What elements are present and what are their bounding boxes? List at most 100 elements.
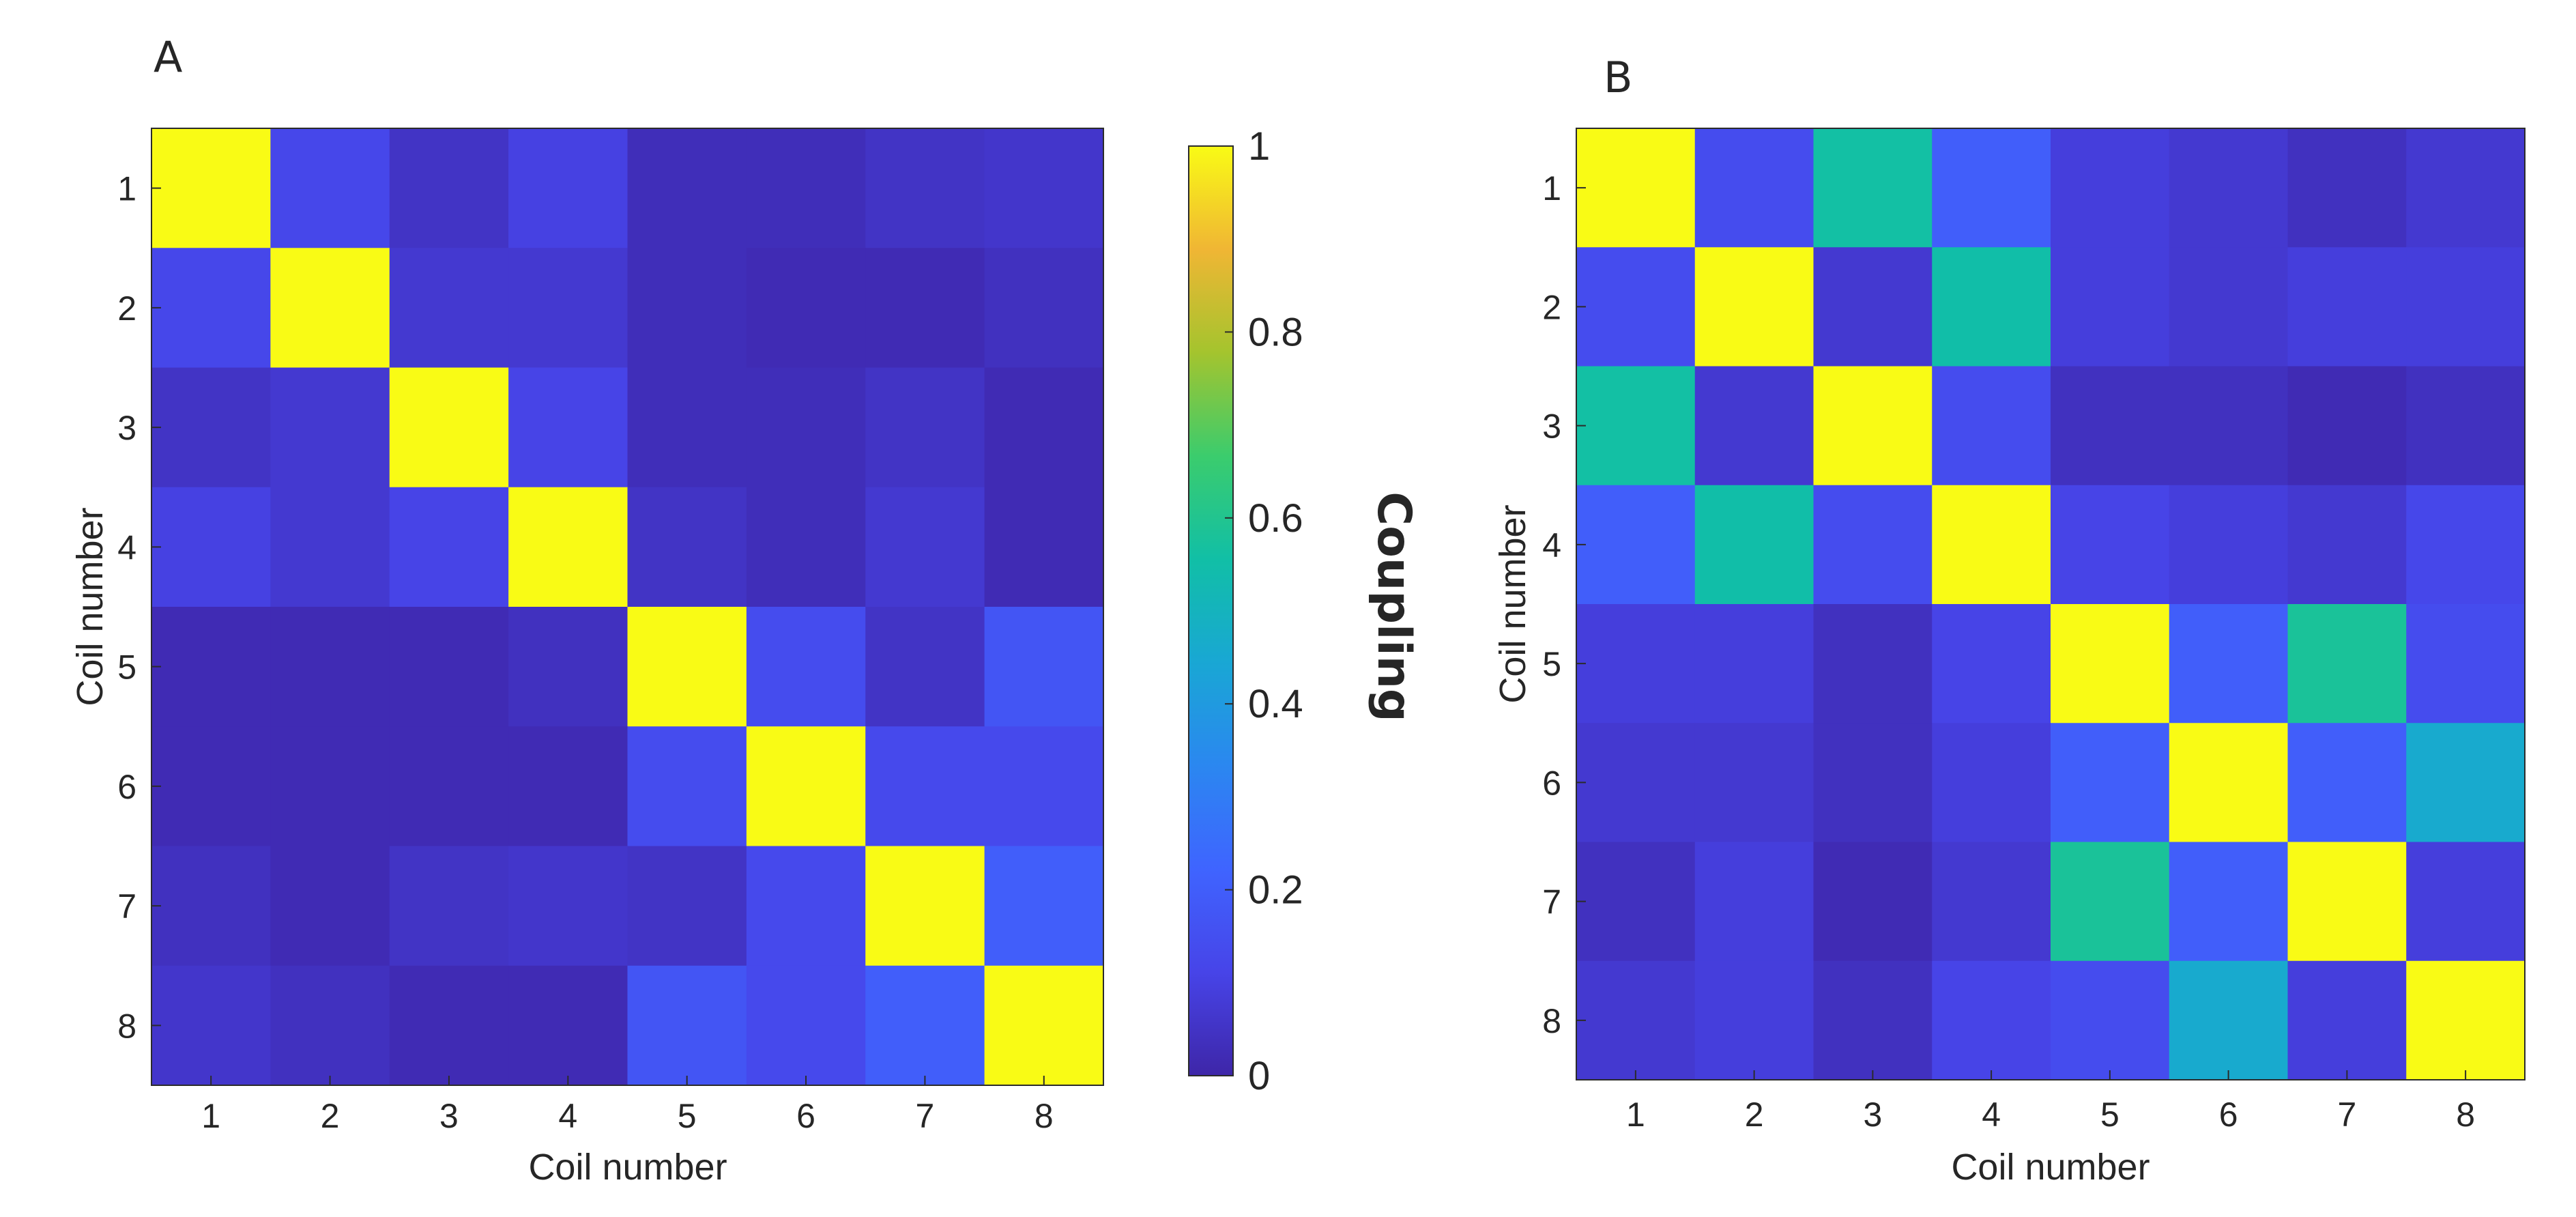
heatmap-cell-r2-c5 (2051, 247, 2170, 367)
y-tick-label: 4 (1542, 526, 1561, 564)
heatmap-cell-r6-c4 (1932, 723, 2051, 843)
heatmap-cell-r3-c7 (865, 367, 985, 488)
colorbar-frame (1188, 145, 1234, 1076)
heatmap-cell-r5-c7 (2287, 604, 2407, 724)
heatmap-cell-r8-c7 (2287, 960, 2407, 1080)
heatmap-cell-r5-c3 (1813, 604, 1933, 724)
x-tick-label: 6 (796, 1097, 815, 1135)
colorbar (1189, 146, 1233, 1076)
x-tick-label: 5 (2100, 1096, 2119, 1134)
heatmap-cell-r3-c6 (746, 367, 866, 488)
heatmap-cell-r4-c5 (627, 487, 747, 607)
heatmap-cell-r8-c4 (508, 965, 628, 1086)
heatmap-cell-r2-c1 (1576, 247, 1696, 367)
heatmap-cell-r8-c5 (627, 965, 747, 1086)
heatmap-cell-r5-c4 (1932, 604, 2051, 724)
heatmap-cell-r4-c4 (1932, 485, 2051, 605)
x-tick-label: 3 (439, 1097, 459, 1135)
heatmap-cell-r6-c4 (508, 726, 628, 847)
heatmap-cell-r1-c1 (1576, 128, 1696, 248)
heatmap-cell-r4-c7 (2287, 485, 2407, 605)
y-tick-label: 6 (1542, 764, 1561, 802)
heatmap-cell-r1-c7 (865, 128, 985, 248)
heatmap-cell-r1-c7 (2287, 128, 2407, 248)
heatmap-cell-r7-c2 (270, 846, 390, 967)
heatmap-cell-r2-c2 (1694, 247, 1814, 367)
x-tick-label: 1 (201, 1097, 220, 1135)
x-tick-label: 2 (1745, 1096, 1764, 1134)
heatmap-cell-r8-c2 (1694, 960, 1814, 1080)
heatmap-cell-r2-c3 (1813, 247, 1933, 367)
y-tick-label: 7 (117, 887, 136, 926)
heatmap-cell-r6-c5 (627, 726, 747, 847)
y-tick-label: 8 (117, 1007, 136, 1045)
plot-frame-b (1576, 128, 2526, 1080)
heatmap-cell-r3-c1 (151, 367, 271, 488)
y-tick-label: 3 (117, 409, 136, 447)
x-tick-label: 8 (1034, 1097, 1054, 1135)
heatmap-cell-r6-c5 (2051, 723, 2170, 843)
heatmap-cell-r6-c8 (2406, 723, 2526, 843)
heatmap-cell-r8-c8 (2406, 960, 2526, 1080)
heatmap-cell-r6-c7 (2287, 723, 2407, 843)
heatmap-cell-r8-c6 (2169, 960, 2289, 1080)
heatmap-cell-r4-c8 (2406, 485, 2526, 605)
heatmap-cell-r7-c3 (389, 846, 509, 967)
heatmap-cell-r3-c8 (2406, 366, 2526, 486)
heatmap-cell-r3-c7 (2287, 366, 2407, 486)
heatmap-cell-r6-c6 (746, 726, 866, 847)
heatmap-cell-r4-c8 (984, 487, 1104, 607)
colorbar-tick-label: 0.2 (1248, 868, 1303, 913)
heatmap-cell-r2-c5 (627, 248, 747, 369)
heatmap-cell-r1-c8 (2406, 128, 2526, 248)
heatmap-cell-r7-c6 (746, 846, 866, 967)
heatmap-cell-r7-c1 (1576, 842, 1696, 962)
heatmap-cell-r3-c3 (1813, 366, 1933, 486)
heatmap-cell-r4-c3 (1813, 485, 1933, 605)
y-tick-label: 1 (117, 170, 136, 208)
colorbar-ticks: 0 0.2 0.4 0.6 0.8 1 (1225, 124, 1303, 1098)
heatmap-cell-r6-c3 (389, 726, 509, 847)
heatmap-cell-r5-c1 (1576, 604, 1696, 724)
heatmap-cell-r5-c6 (2169, 604, 2289, 724)
heatmap-cell-r6-c3 (1813, 723, 1933, 843)
x-tick-label: 2 (321, 1097, 340, 1135)
heatmap-cell-r1-c4 (1932, 128, 2051, 248)
y-tick-label: 6 (117, 768, 136, 806)
y-tick-label: 2 (1542, 288, 1561, 326)
heatmap-cell-r2-c8 (2406, 247, 2526, 367)
x-axis-label-a: Coil number (528, 1147, 727, 1188)
y-tick-label: 3 (1542, 407, 1561, 446)
heatmap-cell-r1-c4 (508, 128, 628, 248)
heatmap-cell-r7-c3 (1813, 842, 1933, 962)
heatmap-cell-r1-c5 (2051, 128, 2170, 248)
heatmap-cell-r8-c7 (865, 965, 985, 1086)
heatmap-cell-r1-c3 (1813, 128, 1933, 248)
heatmap-cell-r3-c1 (1576, 366, 1696, 486)
heatmap-cell-r3-c5 (2051, 366, 2170, 486)
heatmap-cell-r2-c7 (865, 248, 985, 369)
x-tick-label: 3 (1863, 1096, 1882, 1134)
colorbar-label: Coupling (1367, 491, 1421, 721)
heatmap-cell-r3-c5 (627, 367, 747, 488)
heatmap-cell-r8-c5 (2051, 960, 2170, 1080)
y-tick-label: 2 (117, 289, 136, 328)
heatmap-cell-r7-c4 (508, 846, 628, 967)
heatmap-cell-r4-c4 (508, 487, 628, 607)
heatmap-cell-r3-c4 (508, 367, 628, 488)
x-tick-label: 7 (916, 1097, 935, 1135)
x-tick-label: 7 (2337, 1096, 2356, 1134)
heatmap-cell-r1-c6 (746, 128, 866, 248)
x-tick-label: 4 (558, 1097, 577, 1135)
heatmap-cell-r5-c1 (151, 607, 271, 727)
heatmap-cell-r7-c7 (2287, 842, 2407, 962)
heatmap-cell-r5-c8 (2406, 604, 2526, 724)
heatmap-cell-r4-c2 (1694, 485, 1814, 605)
heatmap-cell-r5-c7 (865, 607, 985, 727)
heatmap-cell-r7-c2 (1694, 842, 1814, 962)
heatmap-cell-r4-c7 (865, 487, 985, 607)
heatmap-cell-r4-c1 (1576, 485, 1696, 605)
heatmap-cell-r5-c4 (508, 607, 628, 727)
heatmap-cell-r7-c8 (984, 846, 1104, 967)
heatmap-cell-r8-c3 (1813, 960, 1933, 1080)
